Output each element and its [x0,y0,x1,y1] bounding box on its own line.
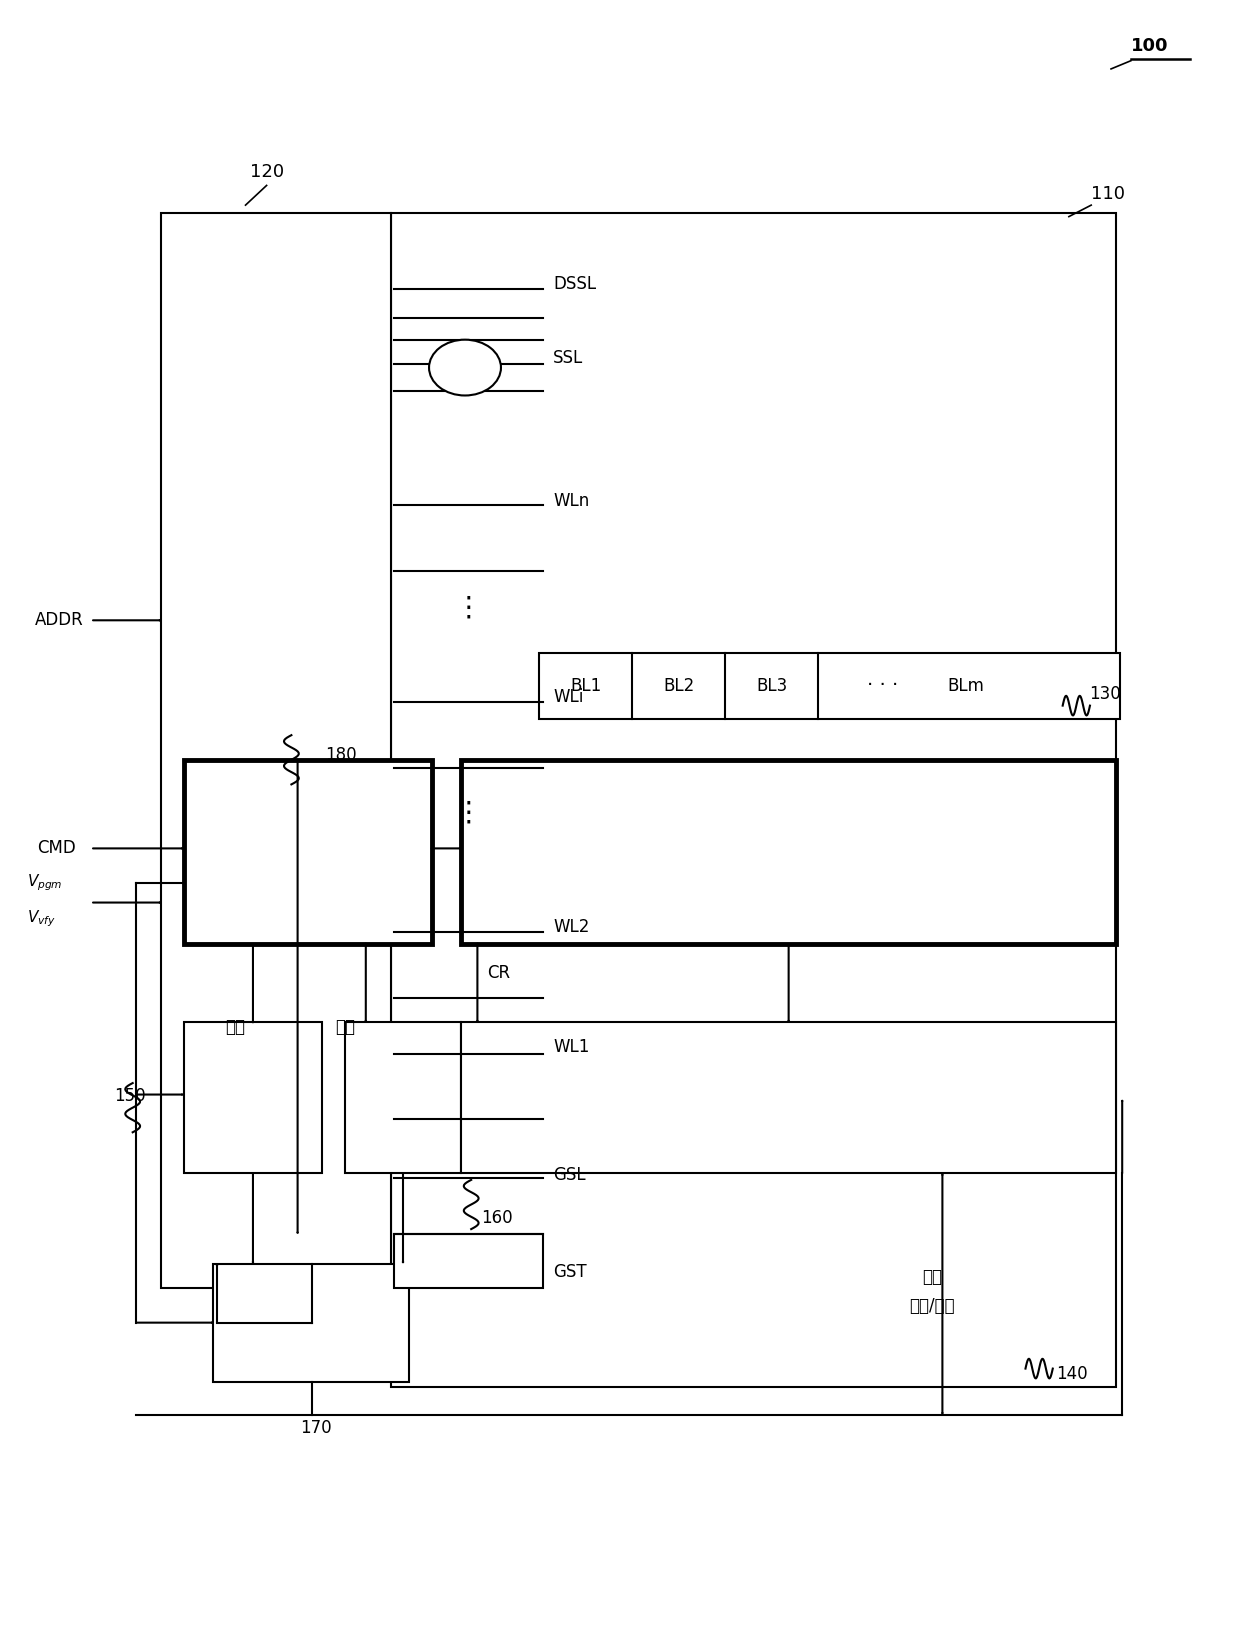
Text: · · ·: · · · [867,676,899,696]
Text: CMD: CMD [37,840,76,857]
Text: BLm: BLm [947,678,983,694]
Ellipse shape [429,340,501,395]
Bar [461,1022,1116,1173]
Text: ADDR: ADDR [35,612,83,629]
Text: 170: 170 [300,1419,332,1436]
Text: 140: 140 [1056,1365,1089,1382]
Bar [461,760,1116,944]
Text: 150: 150 [114,1088,146,1104]
Text: 120: 120 [249,164,284,181]
Text: BL3: BL3 [756,678,787,694]
Text: 失败: 失败 [335,1019,355,1035]
Bar [184,1022,322,1173]
Text: WLi: WLi [553,689,583,706]
Text: ⋮: ⋮ [455,798,482,827]
Text: $V_{pgm}$: $V_{pgm}$ [27,873,63,893]
Text: BL1: BL1 [570,678,601,694]
Bar [394,1234,543,1288]
Text: GSL: GSL [553,1167,585,1183]
Text: GST: GST [553,1264,587,1280]
Bar [161,213,391,1288]
Text: 输入/输出: 输入/输出 [910,1298,955,1314]
Text: 130: 130 [1089,686,1121,702]
Text: WL2: WL2 [553,919,589,935]
Text: SSL: SSL [553,350,583,366]
Text: 通过: 通过 [226,1019,246,1035]
Text: 180: 180 [325,747,357,763]
Text: 数据: 数据 [923,1268,942,1285]
Text: ⋮: ⋮ [455,592,482,622]
Bar [391,213,1116,1387]
Bar [345,1022,461,1173]
Bar [539,653,1120,719]
Text: 160: 160 [481,1209,513,1226]
Text: 100: 100 [1131,38,1168,54]
Bar [213,1264,409,1382]
Text: 110: 110 [1091,185,1125,202]
Text: WLn: WLn [553,492,589,509]
Text: WL1: WL1 [553,1039,589,1055]
Text: DSSL: DSSL [553,276,596,292]
Text: CR: CR [487,965,511,981]
Text: $V_{vfy}$: $V_{vfy}$ [27,909,56,929]
Bar [184,760,432,944]
Text: BL2: BL2 [663,678,694,694]
